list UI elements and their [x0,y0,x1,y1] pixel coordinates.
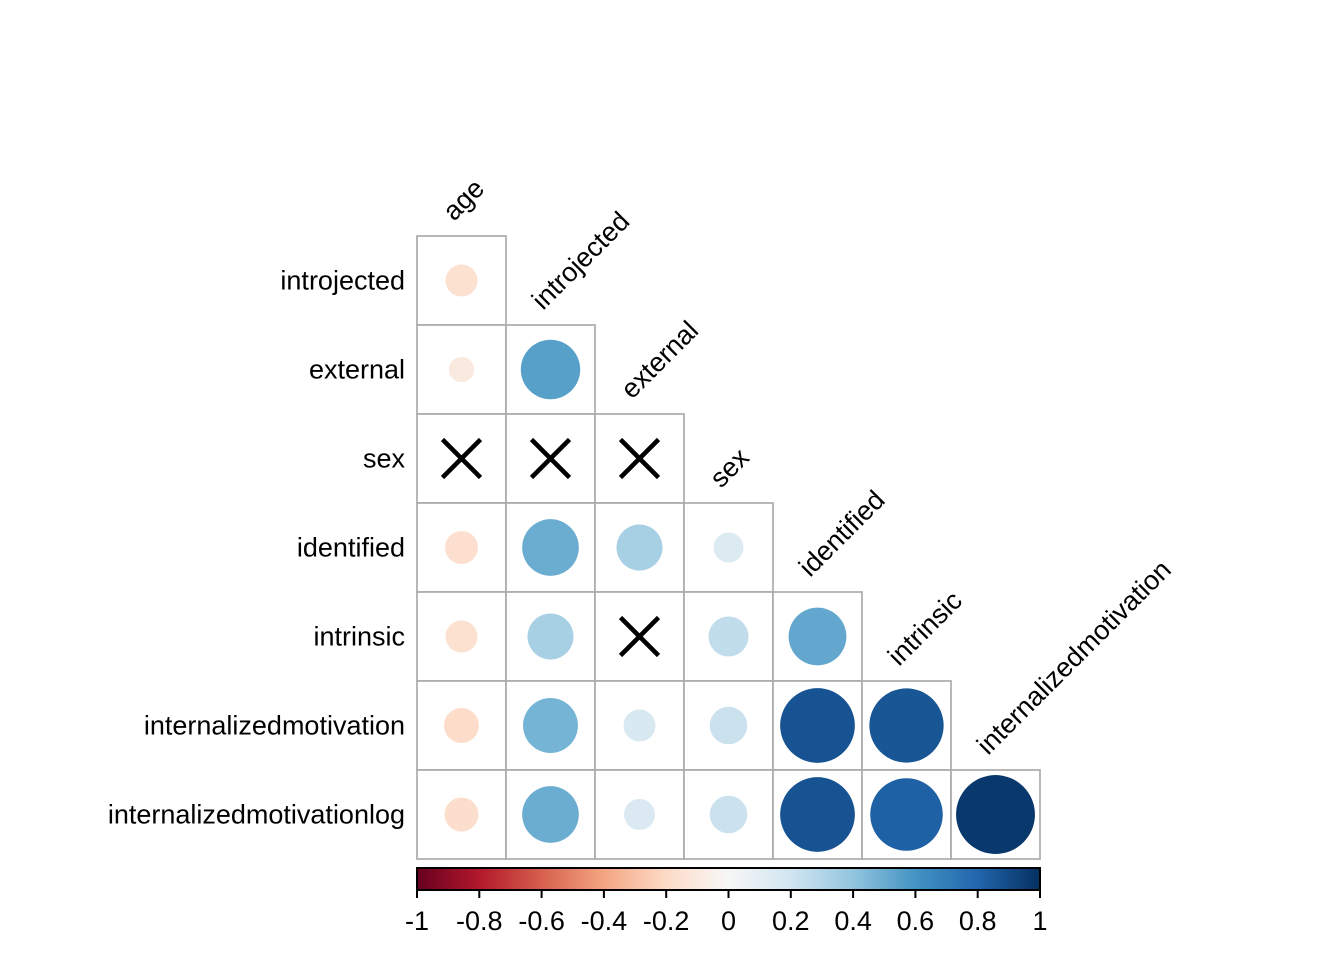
colorbar-tick-label: 0.6 [897,906,935,936]
column-label: identified [793,485,891,583]
nonsignificant-x-mark [618,437,661,480]
column-label: age [437,173,490,226]
colorbar-tick-label: 0.4 [834,906,872,936]
colorbar [416,867,1041,891]
nonsignificant-x-mark [440,437,483,480]
correlation-circle [522,519,579,576]
row-label: internalizedmotivation [144,711,405,741]
correlation-circle [444,530,479,565]
matrix-cell [683,591,774,682]
correlation-circle [869,688,944,763]
correlation-circle [708,616,749,657]
correlation-circle [788,607,847,666]
row-label: introjected [280,266,405,296]
correlation-circle [616,524,663,571]
correlation-circle [445,264,478,297]
correlation-circle [445,620,478,653]
correlation-circle [713,532,744,563]
correlation-circle [623,709,656,742]
colorbar-tick-label: -0.2 [643,906,690,936]
correlation-circle [527,613,574,660]
row-label: external [309,355,405,385]
column-label: intrinsic [882,585,968,671]
row-label: identified [297,533,405,563]
row-label: intrinsic [313,622,405,652]
correlation-circle [780,777,855,852]
matrix-cell [505,591,596,682]
colorbar-tick-label: -0.6 [518,906,565,936]
column-label: introjected [526,206,635,315]
correlation-circle [780,688,855,763]
colorbar-tick-label: 1 [1032,906,1047,936]
colorbar-tick-label: 0.8 [959,906,997,936]
row-label: sex [363,444,406,474]
column-label: sex [704,442,755,493]
correlation-circle [956,775,1035,854]
colorbar-tick-label: -0.4 [581,906,628,936]
correlation-circle [709,706,748,745]
nonsignificant-x-mark [529,437,572,480]
nonsignificant-x-mark [618,615,661,658]
correlation-circle [523,698,578,753]
correlation-circle [520,339,581,400]
column-label: external [615,315,704,404]
colorbar-tick-label: -0.8 [456,906,503,936]
colorbar-tick-label: 0.2 [772,906,810,936]
column-label: internalizedmotivation [971,554,1177,760]
correlation-circle [444,797,479,832]
correlation-circle [870,778,943,851]
correlation-circle [448,356,475,383]
row-label: internalizedmotivationlog [108,800,405,830]
colorbar-tick-label: 0 [721,906,736,936]
correlation-circle [522,786,579,843]
correlation-circle [709,795,748,834]
colorbar-tick-label: -1 [405,906,429,936]
correlation-circle [623,798,656,831]
correlation-circle [444,708,479,743]
